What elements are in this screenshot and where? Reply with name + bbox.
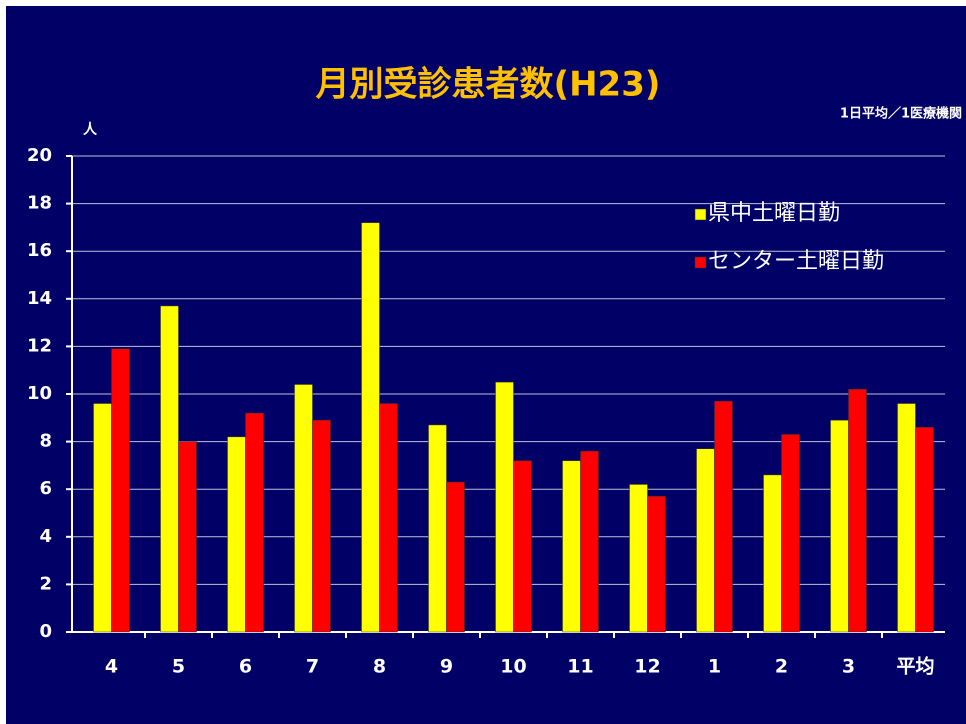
bar bbox=[647, 496, 666, 633]
bar bbox=[513, 460, 532, 633]
y-axis-label: 人 bbox=[83, 121, 98, 138]
y-tick-label: 20 bbox=[27, 145, 52, 166]
bar bbox=[495, 381, 514, 633]
y-tick-label: 16 bbox=[27, 240, 52, 261]
bar bbox=[763, 474, 782, 633]
legend-swatch bbox=[694, 256, 707, 269]
bar bbox=[111, 348, 130, 633]
x-tick-label: 9 bbox=[440, 656, 453, 678]
x-tick-label: 10 bbox=[500, 656, 526, 678]
y-tick-label: 10 bbox=[27, 383, 52, 404]
bar bbox=[93, 403, 112, 633]
bar bbox=[848, 388, 867, 633]
bar bbox=[379, 403, 398, 633]
bar bbox=[361, 222, 380, 633]
x-tick-label: 5 bbox=[172, 656, 185, 678]
bar bbox=[312, 419, 331, 633]
y-tick-label: 18 bbox=[27, 193, 52, 214]
bar bbox=[696, 448, 715, 633]
x-tick-label: 3 bbox=[842, 656, 855, 678]
y-tick-label: 0 bbox=[39, 621, 52, 642]
bar bbox=[714, 400, 733, 633]
bar bbox=[294, 384, 313, 633]
legend-label: センター土曜日勤 bbox=[708, 249, 884, 274]
x-tick-label: 2 bbox=[775, 656, 788, 678]
y-tick-label: 4 bbox=[39, 526, 52, 547]
bar bbox=[915, 427, 934, 633]
chart-subtitle: 1日平均／1医療機関 bbox=[840, 106, 962, 122]
x-tick-label: 平均 bbox=[896, 655, 934, 678]
bar bbox=[897, 403, 916, 633]
bar bbox=[629, 484, 648, 633]
legend-swatch bbox=[694, 208, 707, 221]
x-tick-label: 8 bbox=[373, 656, 386, 678]
bar bbox=[580, 450, 599, 633]
background bbox=[6, 6, 966, 724]
y-tick-label: 14 bbox=[27, 288, 52, 309]
chart-title: 月別受診患者数(H23) bbox=[316, 65, 661, 105]
x-tick-label: 11 bbox=[567, 656, 593, 678]
x-tick-label: 1 bbox=[708, 656, 721, 678]
x-tick-label: 12 bbox=[634, 656, 660, 678]
legend-label: 県中土曜日勤 bbox=[708, 201, 840, 226]
y-tick-label: 6 bbox=[39, 478, 52, 499]
bar bbox=[781, 434, 800, 633]
y-tick-label: 12 bbox=[27, 335, 52, 356]
bar bbox=[178, 441, 197, 633]
bar bbox=[428, 424, 447, 633]
bar bbox=[830, 419, 849, 633]
bar bbox=[245, 412, 264, 633]
y-tick-label: 8 bbox=[39, 431, 52, 452]
bar bbox=[562, 460, 581, 633]
x-tick-label: 6 bbox=[239, 656, 252, 678]
x-tick-label: 4 bbox=[105, 656, 118, 678]
bar bbox=[446, 481, 465, 633]
bar bbox=[160, 305, 179, 633]
x-tick-label: 7 bbox=[306, 656, 319, 678]
bar bbox=[227, 436, 246, 633]
y-tick-label: 2 bbox=[39, 573, 52, 594]
